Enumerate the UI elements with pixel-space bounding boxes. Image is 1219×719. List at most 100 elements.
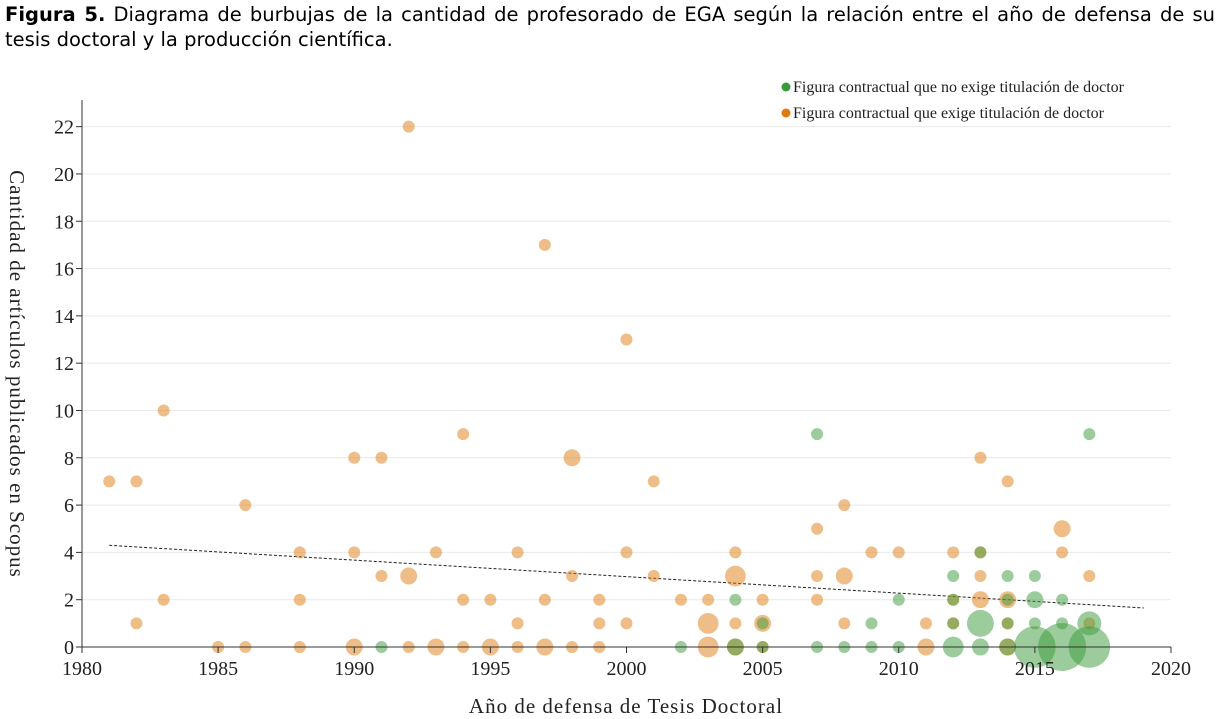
bubble-doctor bbox=[593, 617, 606, 630]
x-tick-label: 2015 bbox=[1015, 658, 1055, 680]
bubble-doctor bbox=[729, 546, 742, 559]
y-tick-label: 22 bbox=[54, 117, 74, 139]
bubble-doctor bbox=[947, 546, 960, 559]
bubble-no-doctor bbox=[1001, 593, 1014, 606]
legend-marker-green bbox=[781, 82, 791, 92]
bubble-no-doctor bbox=[947, 593, 960, 606]
y-tick-label: 6 bbox=[64, 495, 74, 517]
bubble-doctor bbox=[563, 449, 581, 467]
bubble-doctor bbox=[1056, 546, 1069, 559]
bubble-doctor bbox=[429, 546, 442, 559]
x-tick-label: 2005 bbox=[743, 658, 783, 680]
y-tick-label: 12 bbox=[54, 353, 74, 375]
x-tick-label: 1995 bbox=[470, 658, 510, 680]
y-tick-label: 18 bbox=[54, 211, 74, 233]
legend-label-orange: Figura contractual que exige titulación … bbox=[793, 105, 1105, 122]
bubble-doctor bbox=[1083, 570, 1096, 583]
bubble-doctor bbox=[400, 567, 418, 585]
bubble-doctor bbox=[725, 565, 746, 587]
bubble-doctor bbox=[375, 451, 388, 464]
bubble-no-doctor bbox=[1028, 570, 1041, 583]
bubble-no-doctor bbox=[729, 593, 742, 606]
bubble-doctor bbox=[293, 546, 306, 559]
bubble-doctor bbox=[348, 546, 361, 559]
bubble-no-doctor bbox=[974, 546, 987, 559]
bubble-doctor bbox=[892, 546, 905, 559]
bubble-doctor bbox=[838, 617, 851, 630]
bubble-no-doctor bbox=[756, 617, 769, 630]
bubble-doctor bbox=[1053, 520, 1071, 538]
bubble-doctor bbox=[838, 499, 851, 512]
bubble-no-doctor bbox=[1083, 428, 1096, 441]
bubble-doctor bbox=[835, 567, 853, 585]
legend-label-green: Figura contractual que no exige titulaci… bbox=[793, 79, 1125, 96]
bubble-doctor bbox=[103, 475, 116, 488]
bubble-doctor bbox=[511, 546, 524, 559]
bubble-doctor bbox=[538, 593, 551, 606]
bubble-doctor bbox=[756, 593, 769, 606]
bubble-no-doctor bbox=[1077, 611, 1102, 636]
bubble-doctor bbox=[130, 475, 143, 488]
bubble-doctor bbox=[457, 428, 470, 441]
y-tick-label: 16 bbox=[54, 259, 74, 281]
bubble-doctor bbox=[674, 593, 687, 606]
bubble-doctor bbox=[620, 617, 633, 630]
figure-caption-text: Diagrama de burbujas de la cantidad de p… bbox=[5, 3, 1216, 51]
bubble-doctor bbox=[511, 617, 524, 630]
bubble-doctor bbox=[157, 404, 170, 417]
trendline bbox=[109, 544, 1144, 609]
bubble-doctor bbox=[293, 593, 306, 606]
bubble-no-doctor bbox=[967, 609, 994, 637]
x-tick-label: 2020 bbox=[1151, 658, 1191, 680]
bubble-doctor bbox=[811, 593, 824, 606]
bubble-no-doctor bbox=[947, 617, 960, 630]
x-tick-label: 1980 bbox=[62, 658, 102, 680]
bubble-doctor bbox=[697, 612, 719, 634]
bubble-no-doctor bbox=[1001, 617, 1014, 630]
bubble-doctor bbox=[457, 593, 470, 606]
y-tick-label: 0 bbox=[64, 637, 74, 659]
bubble-no-doctor bbox=[865, 617, 878, 630]
bubble-no-doctor bbox=[1026, 591, 1044, 609]
bubble-doctor bbox=[865, 546, 878, 559]
bubble-doctor bbox=[811, 522, 824, 535]
y-tick-label: 14 bbox=[54, 306, 74, 328]
y-tick-label: 10 bbox=[54, 400, 74, 422]
bubbles-group bbox=[103, 120, 1111, 671]
tick-labels: 0 2 4 6 8 10 12 14 16 18 20 22 1980 1985 1990 1995 2000 2… bbox=[54, 117, 1191, 680]
bubble-no-doctor bbox=[947, 570, 960, 583]
bubble-no-doctor bbox=[1001, 570, 1014, 583]
legend-marker-orange bbox=[781, 108, 791, 118]
bubble-no-doctor bbox=[811, 428, 824, 441]
bubble-doctor bbox=[402, 120, 415, 133]
gridlines bbox=[82, 126, 1171, 601]
bubble-doctor bbox=[375, 570, 388, 583]
bubble-doctor bbox=[157, 593, 170, 606]
trendline-group bbox=[109, 544, 1144, 609]
bubble-doctor bbox=[620, 546, 633, 559]
bubble-doctor bbox=[566, 570, 579, 583]
x-tick-label: 2010 bbox=[879, 658, 919, 680]
figure-caption: Figura 5. Diagrama de burbujas de la can… bbox=[5, 2, 1215, 52]
legend: Figura contractual que no exige titulaci… bbox=[781, 79, 1125, 122]
y-tick-label: 8 bbox=[64, 448, 74, 470]
bubble-doctor bbox=[971, 591, 989, 609]
x-tick-label: 2000 bbox=[607, 658, 647, 680]
x-tick-label: 1985 bbox=[198, 658, 238, 680]
bubble-no-doctor bbox=[1056, 593, 1069, 606]
bubble-doctor bbox=[1001, 475, 1014, 488]
bubble-doctor bbox=[239, 499, 252, 512]
bubble-doctor bbox=[593, 593, 606, 606]
x-axis-label: Año de defensa de Tesis Doctoral bbox=[469, 694, 783, 718]
bubble-doctor bbox=[974, 451, 987, 464]
bubble-no-doctor bbox=[1028, 617, 1041, 630]
bubble-doctor bbox=[348, 451, 361, 464]
bubble-doctor bbox=[538, 238, 551, 251]
bubble-no-doctor bbox=[1056, 617, 1069, 630]
bubble-doctor bbox=[647, 570, 660, 583]
y-tick-label: 2 bbox=[64, 590, 74, 612]
bubble-doctor bbox=[811, 570, 824, 583]
y-tick-label: 4 bbox=[64, 542, 74, 564]
y-tick-label: 20 bbox=[54, 164, 74, 186]
